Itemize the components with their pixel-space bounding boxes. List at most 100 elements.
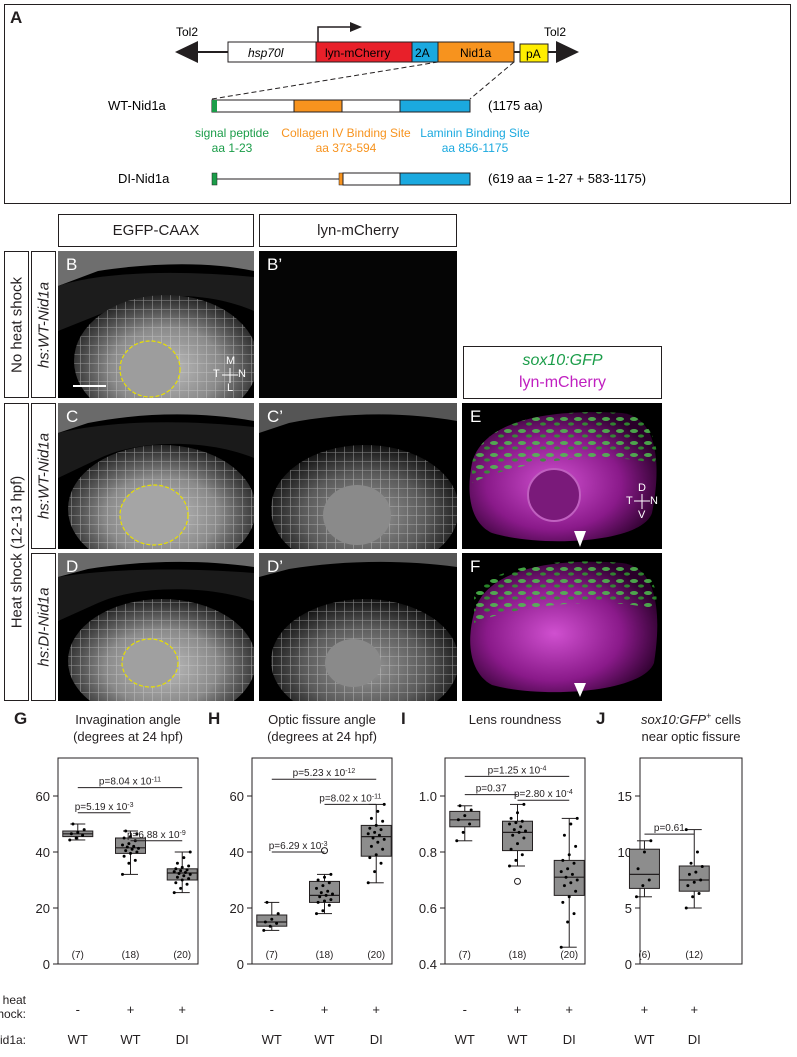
plot-I-point	[566, 920, 570, 924]
plot-G-nid-value: WT	[120, 1032, 140, 1047]
tol2-right-arrow	[556, 41, 579, 63]
genotype-c: hs:WT-Nid1a	[31, 403, 56, 549]
nid-label: Nid1a	[460, 46, 492, 60]
laminin-site-label: Laminin Binding Site	[420, 126, 530, 140]
plot-G-point	[121, 872, 124, 876]
plot-H-point	[270, 917, 274, 921]
plot-G-point	[76, 830, 80, 834]
plot-I-pvalue: p=0.37	[476, 784, 507, 795]
plot-H-point	[379, 828, 383, 832]
image-b-label: B	[66, 255, 78, 274]
legend-magenta: lyn-mCherry	[518, 374, 607, 391]
plot-I-point	[574, 844, 578, 848]
plot-I-point	[572, 912, 576, 916]
plot-H-nid-value: DI	[370, 1032, 383, 1047]
plot-H-point	[369, 844, 373, 848]
image-d-prime: D’	[259, 553, 457, 701]
plot-G-point	[122, 836, 126, 840]
plot-J-letter: J	[596, 709, 605, 728]
plot-I-point	[524, 829, 527, 833]
svg-text:M: M	[226, 355, 235, 367]
plot-J-point	[697, 891, 701, 895]
plot-H-tick-label: 60	[230, 789, 244, 804]
plot-G-point	[180, 878, 184, 882]
row-label-heat: heat	[3, 993, 27, 1007]
plot-I-point	[522, 836, 526, 840]
plot-G-point	[127, 842, 131, 846]
image-e: D T N V E	[462, 403, 662, 549]
plot-H-n: (18)	[316, 950, 334, 961]
plot-G-point	[124, 829, 128, 833]
plot-J-point	[691, 895, 695, 899]
plot-I-point	[572, 861, 576, 865]
svg-text:T: T	[626, 495, 633, 507]
plot-H-point	[369, 816, 373, 820]
plot-G-pvalue: p=6.88 x 10-9	[127, 829, 186, 841]
plot-G-point	[179, 886, 183, 890]
row-label-shock: shock:	[0, 1007, 26, 1021]
pa-label: pA	[526, 47, 541, 61]
plot-I-point	[564, 875, 568, 879]
plot-H-nid-value: WT	[314, 1032, 334, 1047]
plot-I-tick-label: 1.0	[419, 789, 437, 804]
di-label: DI-Nid1a	[118, 171, 170, 186]
plot-I-point	[575, 816, 579, 820]
plot-I-point	[569, 881, 573, 885]
plot-G-point	[74, 836, 78, 840]
row-label-nid1a: Nid1a:	[0, 1033, 26, 1047]
twoa-label: 2A	[415, 46, 430, 60]
plot-I-point	[566, 867, 570, 871]
plot-G-point	[182, 874, 186, 878]
plot-H-tick-label: 20	[230, 901, 244, 916]
plot-I-point	[567, 853, 571, 857]
plot-I-point	[456, 818, 460, 822]
plot-J-n: (6)	[638, 950, 650, 961]
plot-I-point	[511, 833, 515, 837]
plot-G-tick-label: 40	[36, 845, 50, 860]
plot-H-point	[382, 837, 386, 841]
plot-G-point	[132, 844, 136, 848]
plot-G-point	[188, 872, 192, 876]
plot-J-pvalue: p=0.61	[654, 823, 685, 834]
genotype-d-text: hs:DI-Nid1a	[35, 587, 52, 667]
plot-H-point	[326, 889, 330, 893]
plot-G-point	[135, 832, 139, 836]
plot-I-point	[559, 870, 563, 874]
image-c: C	[58, 403, 254, 549]
pa-box	[519, 43, 549, 63]
plot-I-box	[449, 810, 481, 828]
plot-H-point	[324, 893, 328, 897]
plot-I-n: (18)	[509, 950, 527, 961]
plot-I-pvalue: p=2.80 x 10-4	[514, 789, 573, 801]
image-f: F	[462, 553, 662, 701]
plot-I-point	[508, 822, 511, 826]
plot-I-point	[561, 900, 565, 904]
plot-I-point	[575, 878, 579, 882]
plot-G-point	[172, 870, 176, 874]
signal-peptide-range: aa 1-23	[212, 141, 253, 155]
plot-I-point	[562, 833, 566, 837]
col-header-egfp: EGFP-CAAX	[58, 214, 254, 247]
plot-J-box	[628, 848, 660, 889]
plot-G-point	[71, 822, 75, 826]
plot-H-point	[327, 881, 331, 885]
plot-G-point	[172, 891, 176, 895]
row-header-no-heat-text: No heat shock	[8, 276, 25, 373]
image-b-prime-label: B’	[267, 255, 283, 274]
plot-J-tick-label: 0	[625, 957, 632, 972]
plot-I-tick-label: 0.8	[419, 845, 437, 860]
plot-H-point	[331, 892, 334, 896]
plot-G-point	[174, 867, 178, 871]
plot-G-nid-value: DI	[176, 1032, 189, 1047]
plot-H-letter: H	[208, 709, 220, 728]
plot-H-point	[382, 802, 386, 806]
plot-I-point	[508, 864, 511, 868]
wt-length: (1175 aa)	[488, 98, 543, 113]
image-b: M T N L B	[58, 251, 254, 398]
plot-J-point	[634, 895, 638, 899]
plot-I-point	[561, 858, 565, 862]
plot-I-point	[559, 945, 563, 949]
plot-H-point	[329, 898, 333, 902]
row-header-heat: Heat shock (12-13 hpf)	[4, 403, 29, 701]
plot-I-point	[509, 816, 513, 820]
